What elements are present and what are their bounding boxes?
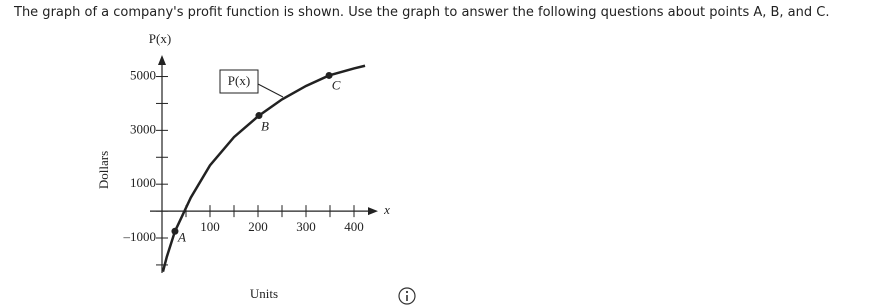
info-icon[interactable] (398, 287, 416, 305)
curve-label-box (219, 69, 259, 94)
question: The graph of a company's profit function… (14, 5, 830, 20)
y-arrow (158, 55, 166, 65)
point (171, 227, 179, 235)
curve-label: P(x) (228, 73, 250, 88)
y-tick-label: 3000 (130, 121, 156, 136)
leader-line (257, 83, 284, 98)
x-axis-symbol: x (383, 202, 390, 217)
point-label: B (261, 119, 269, 134)
y-axis-symbol: P(x) (149, 31, 171, 46)
x-tick-label: 100 (200, 219, 220, 234)
point (325, 71, 333, 79)
curve (161, 64, 366, 272)
y-tick-label: –1000 (123, 229, 157, 244)
point-label: C (332, 77, 341, 92)
x-tick-label: 300 (296, 219, 316, 234)
y-tick-label: 5000 (130, 68, 156, 83)
x-arrow (368, 207, 378, 216)
point-label: A (177, 229, 186, 244)
x-title: Units (250, 286, 278, 301)
point (255, 112, 263, 120)
x-tick-label: 400 (344, 219, 364, 234)
y-title: Dollars (96, 151, 111, 189)
x-tick-label: 200 (248, 219, 268, 234)
y-tick-label: 1000 (130, 175, 156, 190)
